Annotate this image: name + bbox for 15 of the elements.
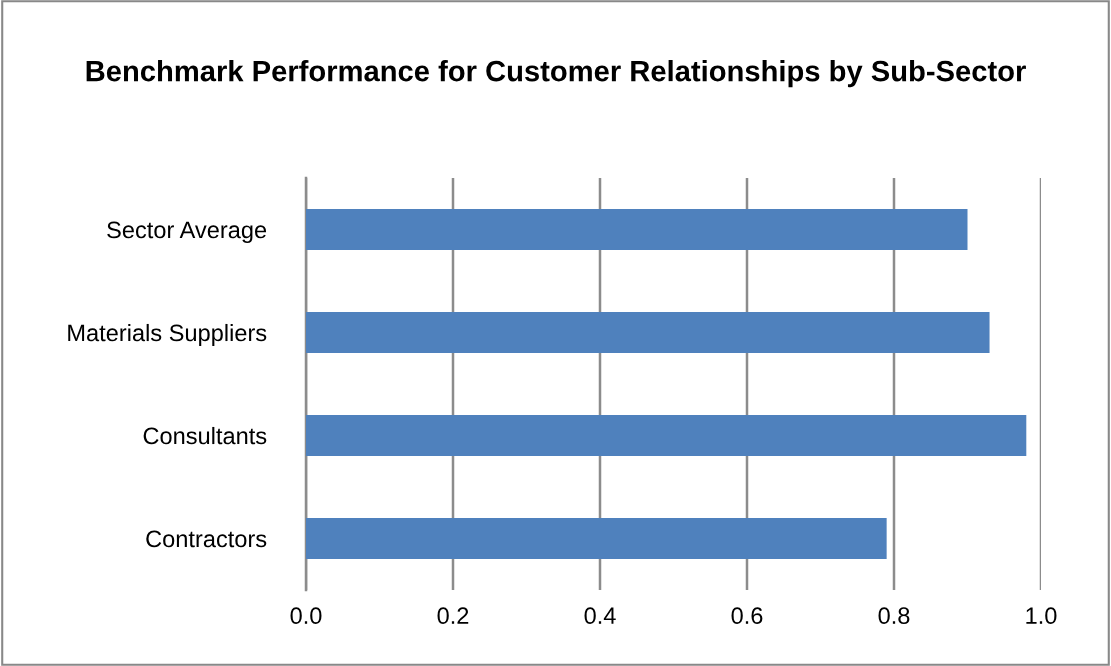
- x-tick-label: 0.8: [878, 607, 910, 625]
- y-tick-label: Materials Suppliers: [68, 323, 267, 346]
- y-tick-label: Contractors: [146, 530, 267, 548]
- x-tick-label: 0.6: [731, 607, 763, 625]
- x-tick-label: 0.4: [584, 607, 616, 625]
- x-tick-label: 1.0: [1026, 607, 1057, 625]
- bar: [306, 208, 968, 251]
- y-tick-label: Consultants: [143, 426, 267, 445]
- bar: [306, 517, 887, 560]
- bar: [306, 311, 990, 354]
- chart-title: Benchmark Performance for Customer Relationships by Sub-Sector: [86, 60, 1026, 88]
- y-tick-label: Sector Average: [107, 221, 267, 243]
- x-tick-label: 0.0: [290, 607, 322, 625]
- x-tick-label: 0.2: [437, 607, 469, 625]
- bar: [306, 414, 1027, 457]
